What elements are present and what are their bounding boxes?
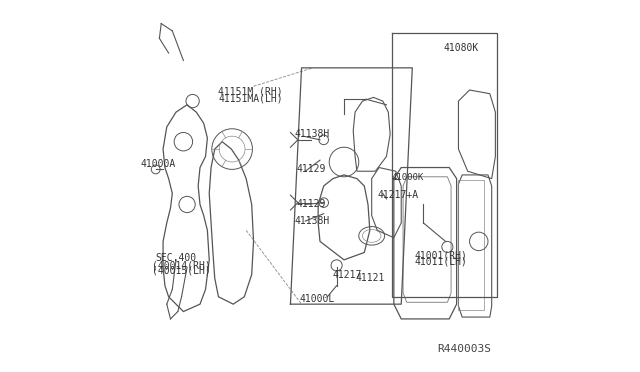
Text: (40015(LH): (40015(LH) (152, 266, 211, 276)
Text: R440003S: R440003S (438, 344, 492, 354)
Text: 41129: 41129 (296, 199, 325, 209)
Text: 41000K: 41000K (392, 173, 424, 182)
Text: 41011(LH): 41011(LH) (414, 256, 467, 266)
Text: 41001(RH): 41001(RH) (414, 250, 467, 260)
Text: 41217+A: 41217+A (377, 190, 419, 200)
Text: 41138H: 41138H (294, 129, 330, 139)
Text: 41151MA(LH): 41151MA(LH) (218, 93, 283, 103)
Text: 41000A: 41000A (141, 159, 176, 169)
Text: 41217: 41217 (333, 270, 362, 280)
Text: 41080K: 41080K (444, 42, 479, 52)
Text: 41000L: 41000L (300, 294, 335, 304)
Text: (40014(RH): (40014(RH) (152, 260, 211, 270)
Text: SEC.400: SEC.400 (156, 253, 197, 263)
Text: 41151M (RH): 41151M (RH) (218, 87, 283, 97)
Text: 41129: 41129 (296, 164, 325, 174)
Text: 41121: 41121 (355, 273, 385, 283)
Text: 41138H: 41138H (295, 216, 330, 226)
